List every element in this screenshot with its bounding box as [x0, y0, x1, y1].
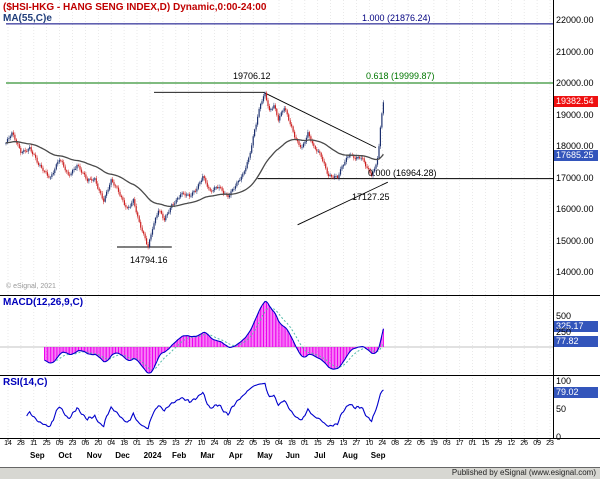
month-axis-label: Sep — [370, 451, 386, 460]
price-annotation: 19706.12 — [233, 71, 271, 81]
price-axis-label: 20000.00 — [556, 78, 594, 88]
footer-bar: Published by eSignal (www.esignal.com) — [0, 467, 600, 479]
date-axis-label: 08 — [391, 440, 400, 447]
month-axis-label: Feb — [172, 451, 187, 460]
rsi-value-tag: 79.02 — [554, 387, 598, 398]
copyright-label: © eSignal, 2021 — [6, 283, 56, 290]
price-axis-label: 22000.00 — [556, 15, 594, 25]
macd-signal-value-tag: 77.82 — [554, 336, 598, 347]
price-axis-label: 16000.00 — [556, 204, 594, 214]
rsi-axis-label: 50 — [556, 404, 567, 414]
month-axis-label: Dec — [115, 451, 130, 460]
fib-level-label: 0.618 (19999.87) — [366, 71, 435, 81]
date-axis-label: 22 — [404, 440, 412, 447]
date-axis-label: 19 — [262, 440, 270, 447]
date-axis-label: 15 — [146, 440, 154, 447]
date-axis-label: 08 — [223, 440, 232, 447]
month-axis-label: Apr — [228, 451, 243, 460]
date-axis-label: 17 — [455, 440, 464, 447]
chart-title: ($HSI-HKG - HANG SENG INDEX,D) Dynamic,0… — [3, 2, 267, 13]
ma-overlay-label: MA(55,C)e — [3, 13, 52, 24]
date-axis-label: 27 — [184, 440, 193, 447]
date-axis-label: 13 — [339, 440, 348, 447]
month-axis-label: May — [257, 451, 273, 460]
date-axis-label: 18 — [288, 440, 296, 447]
month-axis-label: Mar — [200, 451, 215, 460]
date-axis-label: 27 — [352, 440, 361, 447]
date-axis-label: 10 — [197, 440, 206, 447]
price-axis-label: 18000.00 — [556, 141, 594, 151]
date-axis-label: 22 — [236, 440, 245, 447]
macd-panel-label: MACD(12,26,9,C) — [3, 297, 84, 308]
date-axis-label: 15 — [481, 440, 490, 447]
date-axis-label: 01 — [300, 440, 309, 447]
date-axis-label: 28 — [16, 440, 25, 447]
price-axis-label: 17000.00 — [556, 172, 594, 183]
date-axis-label: 10 — [365, 440, 374, 447]
month-axis-label: Jun — [285, 451, 300, 460]
month-axis-label: 2024 — [143, 451, 162, 460]
month-axis-label: Oct — [58, 451, 72, 460]
macd-axis-label: 500 — [556, 311, 572, 321]
price-axis-label: 21000.00 — [556, 46, 594, 57]
price-axis-label: 19000.00 — [556, 109, 594, 120]
date-axis-label: 04 — [107, 440, 116, 447]
price-axis-label: 14000.00 — [556, 267, 594, 277]
rsi-axis-label: 100 — [556, 376, 572, 386]
date-axis-label: 26 — [520, 440, 529, 447]
month-axis-label: Sep — [30, 451, 45, 460]
date-axis-label: 11 — [30, 440, 38, 447]
month-axis-label: Jul — [314, 451, 326, 460]
price-annotation: 14794.16 — [130, 255, 168, 265]
date-axis-label: 23 — [68, 440, 77, 447]
date-axis-label: 09 — [55, 440, 64, 447]
publisher-credit: Published by eSignal (www.esignal.com) — [451, 468, 596, 477]
date-axis-label: 15 — [313, 440, 322, 447]
rsi-axis-label: 0 — [556, 432, 562, 442]
month-axis-label: Nov — [86, 451, 102, 460]
date-axis-label: 06 — [81, 440, 90, 447]
date-axis-label: 20 — [94, 440, 103, 447]
date-axis-label: 09 — [533, 440, 541, 447]
month-axis-label: Aug — [342, 451, 358, 460]
date-axis-label: 04 — [275, 440, 283, 447]
date-axis-label: 05 — [249, 440, 258, 447]
macd-axis-label: 250 — [556, 326, 572, 337]
date-axis-label: 12 — [507, 440, 516, 447]
price-axis-label: 15000.00 — [556, 235, 594, 246]
date-axis-label: 05 — [417, 440, 425, 447]
date-axis-label: 23 — [546, 440, 554, 447]
date-axis-label: 29 — [158, 440, 167, 447]
fib-level-label: 0.000 (16964.28) — [368, 168, 437, 178]
rsi-panel-label: RSI(14,C) — [3, 377, 48, 388]
date-axis-label: 13 — [171, 440, 180, 447]
date-axis-label: 03 — [442, 440, 451, 447]
date-axis-label: 24 — [378, 440, 387, 447]
date-axis-label: 24 — [210, 440, 219, 447]
date-axis-label: 29 — [494, 440, 503, 447]
date-axis-label: 18 — [120, 440, 129, 447]
last-price-tag: 19382.54 — [554, 96, 598, 107]
ma-value-tag: 17685.25 — [554, 150, 598, 161]
date-axis-label: 19 — [429, 440, 438, 447]
macd-value-tag: 325.17 — [554, 321, 598, 332]
date-axis-label: 01 — [468, 440, 477, 447]
date-axis-label: 29 — [326, 440, 335, 447]
date-axis-label: 25 — [42, 440, 51, 447]
price-annotation: 17127.25 — [352, 192, 390, 202]
fib-level-label: 1.000 (21876.24) — [362, 13, 431, 23]
date-axis-label: 01 — [133, 440, 141, 447]
date-axis-label: 14 — [4, 440, 12, 447]
